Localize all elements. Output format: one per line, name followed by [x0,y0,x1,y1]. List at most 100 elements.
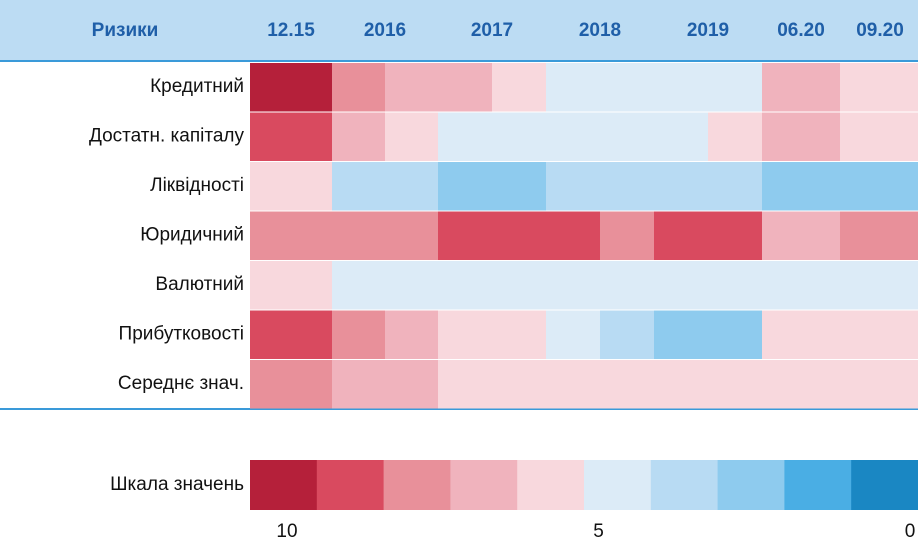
row-header: Ризики [92,20,159,41]
heat-cell [492,63,546,112]
heat-cell [385,261,438,310]
scale-swatch [851,460,918,510]
heat-cell [492,360,546,409]
row-label: Достатн. капіталу [89,125,244,146]
heat-cell [762,310,840,359]
header-band [0,0,918,60]
heat-cell [332,211,385,260]
heat-cell [708,261,762,310]
heat-cell [708,211,762,260]
heat-cell [654,261,708,310]
scale-tick-label: 5 [593,521,604,542]
heat-cell [600,360,654,409]
heat-cell [385,63,438,112]
heat-cell [708,360,762,409]
heat-cell [762,211,840,260]
heat-cell [600,63,654,112]
heat-cell [385,310,438,359]
heat-cell [840,310,918,359]
row-label: Кредитний [150,76,244,97]
heat-cell [250,310,332,359]
column-label: 2019 [687,20,729,41]
heat-cell [492,162,546,211]
heat-cell [332,261,385,310]
heat-cell [840,211,918,260]
heat-cell [600,162,654,211]
heat-cell [840,162,918,211]
heat-cell [840,261,918,310]
column-label: 06.20 [777,20,825,41]
scale-swatch [584,460,652,510]
heat-cell [546,211,600,260]
heat-cell [332,310,385,359]
heat-cell [250,162,332,211]
heat-cell [332,112,385,161]
column-label: 2018 [579,20,621,41]
heat-cell [546,162,600,211]
row-label: Юридичний [140,224,244,245]
heat-cell [250,112,332,161]
heat-cell [654,211,708,260]
heat-cell [546,261,600,310]
row-label: Валютний [155,274,244,295]
heat-cell [654,310,708,359]
heat-cell [332,63,385,112]
heat-cell [654,162,708,211]
heat-cell [762,162,840,211]
heat-cell [708,112,762,161]
heat-cell [708,162,762,211]
row-label: Середнє знач. [118,373,244,394]
heat-cell [600,310,654,359]
heat-cell [654,63,708,112]
heat-cell [492,211,546,260]
heat-cell [438,211,492,260]
scale-tick-label: 10 [276,521,297,542]
heat-cell [385,211,438,260]
heat-cell [250,63,332,112]
heat-cell [762,112,840,161]
scale-swatch [316,460,385,510]
heat-cell [600,261,654,310]
heat-cell [438,261,492,310]
column-label: 12.15 [267,20,315,41]
heat-cell [708,63,762,112]
heat-cell [438,63,492,112]
scale-swatch [450,460,518,510]
heat-cell [332,162,385,211]
heat-cell [438,360,492,409]
scale-swatch [517,460,585,510]
heat-cell [708,310,762,359]
heat-cell [546,360,600,409]
heat-cell [762,360,840,409]
scale-tick-label: 0 [905,521,916,542]
heat-cell [438,162,492,211]
heat-cell [385,360,438,409]
scale-swatch [383,460,451,510]
heat-cell [492,112,546,161]
heat-cell [332,360,385,409]
heat-cell [385,162,438,211]
scale-swatch [650,460,719,510]
heat-cell [492,310,546,359]
scale-swatch [784,460,852,510]
heat-cell [250,360,332,409]
column-label: 2016 [364,20,406,41]
column-label: 09.20 [856,20,904,41]
column-label: 2017 [471,20,513,41]
heat-cell [546,310,600,359]
row-label: Ліквідності [150,175,244,196]
heat-cell [840,112,918,161]
row-label: Прибутковості [119,323,244,344]
heat-cell [438,112,492,161]
heat-cell [654,112,708,161]
heat-cell [492,261,546,310]
heat-cell [546,112,600,161]
heat-cell [600,112,654,161]
heat-cell [840,360,918,409]
scale-swatch [717,460,785,510]
heat-cell [546,63,600,112]
heat-cell [762,63,840,112]
heat-cell [654,360,708,409]
heat-cell [762,261,840,310]
